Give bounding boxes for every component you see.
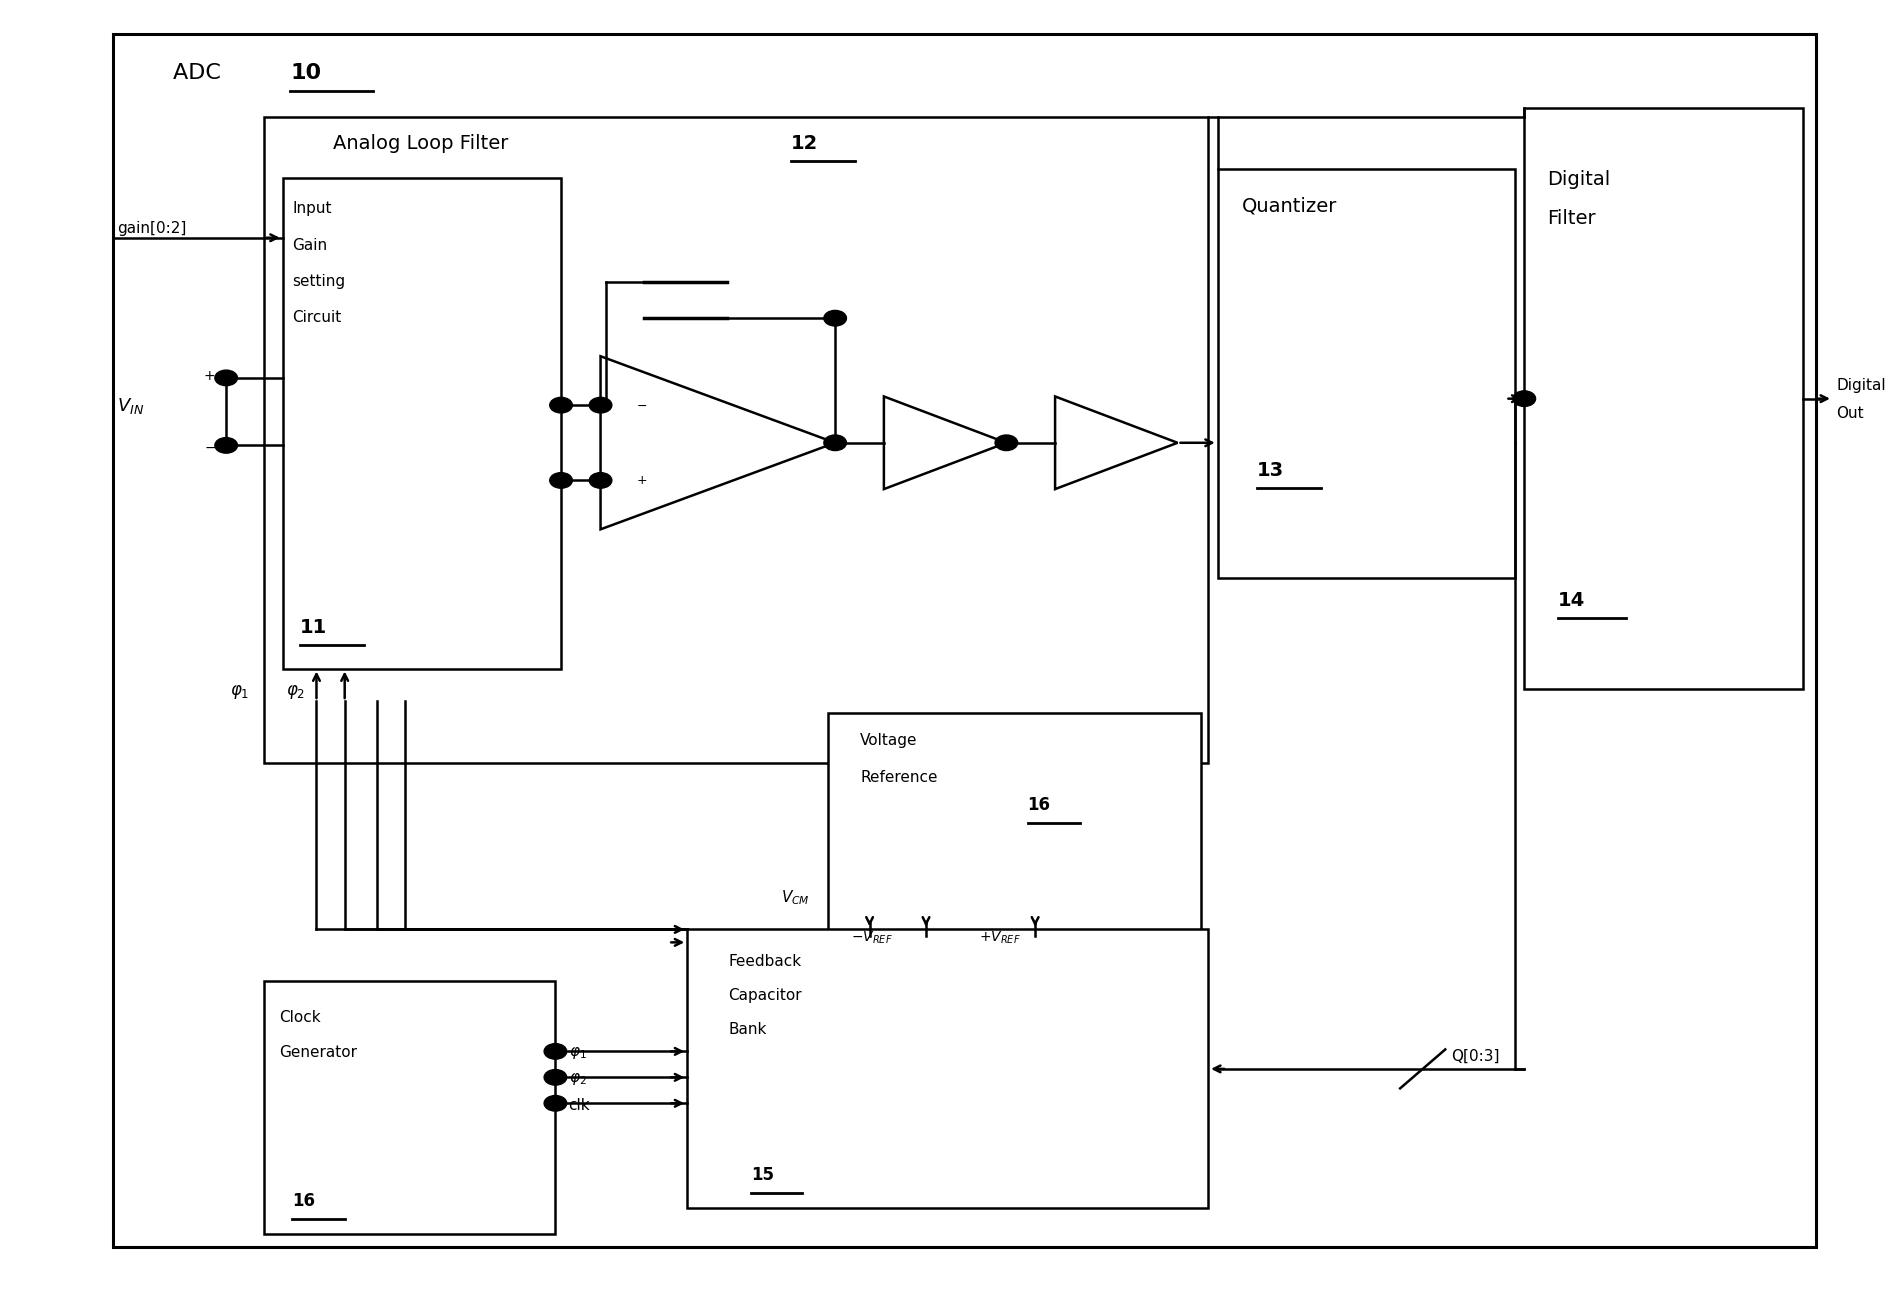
Text: Out: Out — [1836, 406, 1865, 422]
Circle shape — [823, 311, 846, 326]
Text: ADC: ADC — [173, 63, 228, 82]
Text: $-V_{REF}$: $-V_{REF}$ — [852, 930, 892, 946]
Text: 13: 13 — [1257, 461, 1285, 479]
Text: 12: 12 — [791, 135, 817, 153]
Circle shape — [589, 473, 612, 488]
Text: Input: Input — [293, 201, 331, 217]
Text: Digital: Digital — [1836, 377, 1886, 393]
Text: 10: 10 — [291, 63, 321, 82]
Text: $\varphi_1$: $\varphi_1$ — [568, 1045, 586, 1060]
Text: Voltage: Voltage — [859, 734, 918, 748]
Bar — [1525, 108, 1802, 690]
Bar — [283, 178, 561, 669]
Circle shape — [994, 435, 1017, 451]
Text: $+V_{REF}$: $+V_{REF}$ — [979, 930, 1021, 946]
Text: 15: 15 — [751, 1165, 774, 1183]
Text: 16: 16 — [1028, 795, 1051, 814]
Text: Filter: Filter — [1547, 209, 1595, 229]
Text: $+$: $+$ — [637, 474, 648, 487]
Text: Clock: Clock — [279, 1010, 321, 1025]
Circle shape — [544, 1070, 566, 1085]
Circle shape — [549, 473, 572, 488]
Text: Capacitor: Capacitor — [728, 987, 802, 1003]
Circle shape — [215, 438, 238, 453]
Text: Feedback: Feedback — [728, 955, 802, 969]
Text: clk: clk — [568, 1098, 589, 1113]
Bar — [264, 118, 1209, 763]
Circle shape — [1513, 390, 1536, 406]
Text: $\varphi_2$: $\varphi_2$ — [568, 1071, 586, 1087]
Text: Quantizer: Quantizer — [1241, 196, 1338, 215]
Text: 14: 14 — [1559, 590, 1585, 610]
Text: Generator: Generator — [279, 1045, 357, 1060]
Text: Gain: Gain — [293, 238, 327, 253]
Text: $V_{IN}$: $V_{IN}$ — [118, 396, 144, 417]
Circle shape — [823, 435, 846, 451]
Text: Bank: Bank — [728, 1021, 766, 1037]
Text: Q[0:3]: Q[0:3] — [1450, 1049, 1500, 1063]
Text: Reference: Reference — [859, 769, 937, 785]
Text: Digital: Digital — [1547, 170, 1610, 189]
Circle shape — [215, 370, 238, 385]
Text: $-$: $-$ — [637, 398, 648, 411]
Text: $\varphi_1$: $\varphi_1$ — [230, 683, 249, 701]
Circle shape — [589, 397, 612, 413]
Text: gain[0:2]: gain[0:2] — [118, 221, 186, 236]
Text: +: + — [203, 368, 215, 383]
Circle shape — [544, 1096, 566, 1111]
Text: $\varphi_2$: $\varphi_2$ — [287, 683, 306, 701]
Text: 11: 11 — [300, 618, 327, 637]
Bar — [1219, 168, 1515, 577]
Circle shape — [544, 1043, 566, 1059]
Bar — [829, 713, 1201, 936]
Text: Analog Loop Filter: Analog Loop Filter — [333, 135, 515, 153]
Text: Circuit: Circuit — [293, 311, 342, 325]
Bar — [264, 981, 555, 1234]
Bar — [686, 930, 1209, 1208]
Text: setting: setting — [293, 274, 346, 289]
Circle shape — [549, 397, 572, 413]
Text: $V_{CM}$: $V_{CM}$ — [781, 888, 810, 906]
Text: 16: 16 — [293, 1191, 316, 1209]
Text: $-$: $-$ — [203, 440, 215, 454]
